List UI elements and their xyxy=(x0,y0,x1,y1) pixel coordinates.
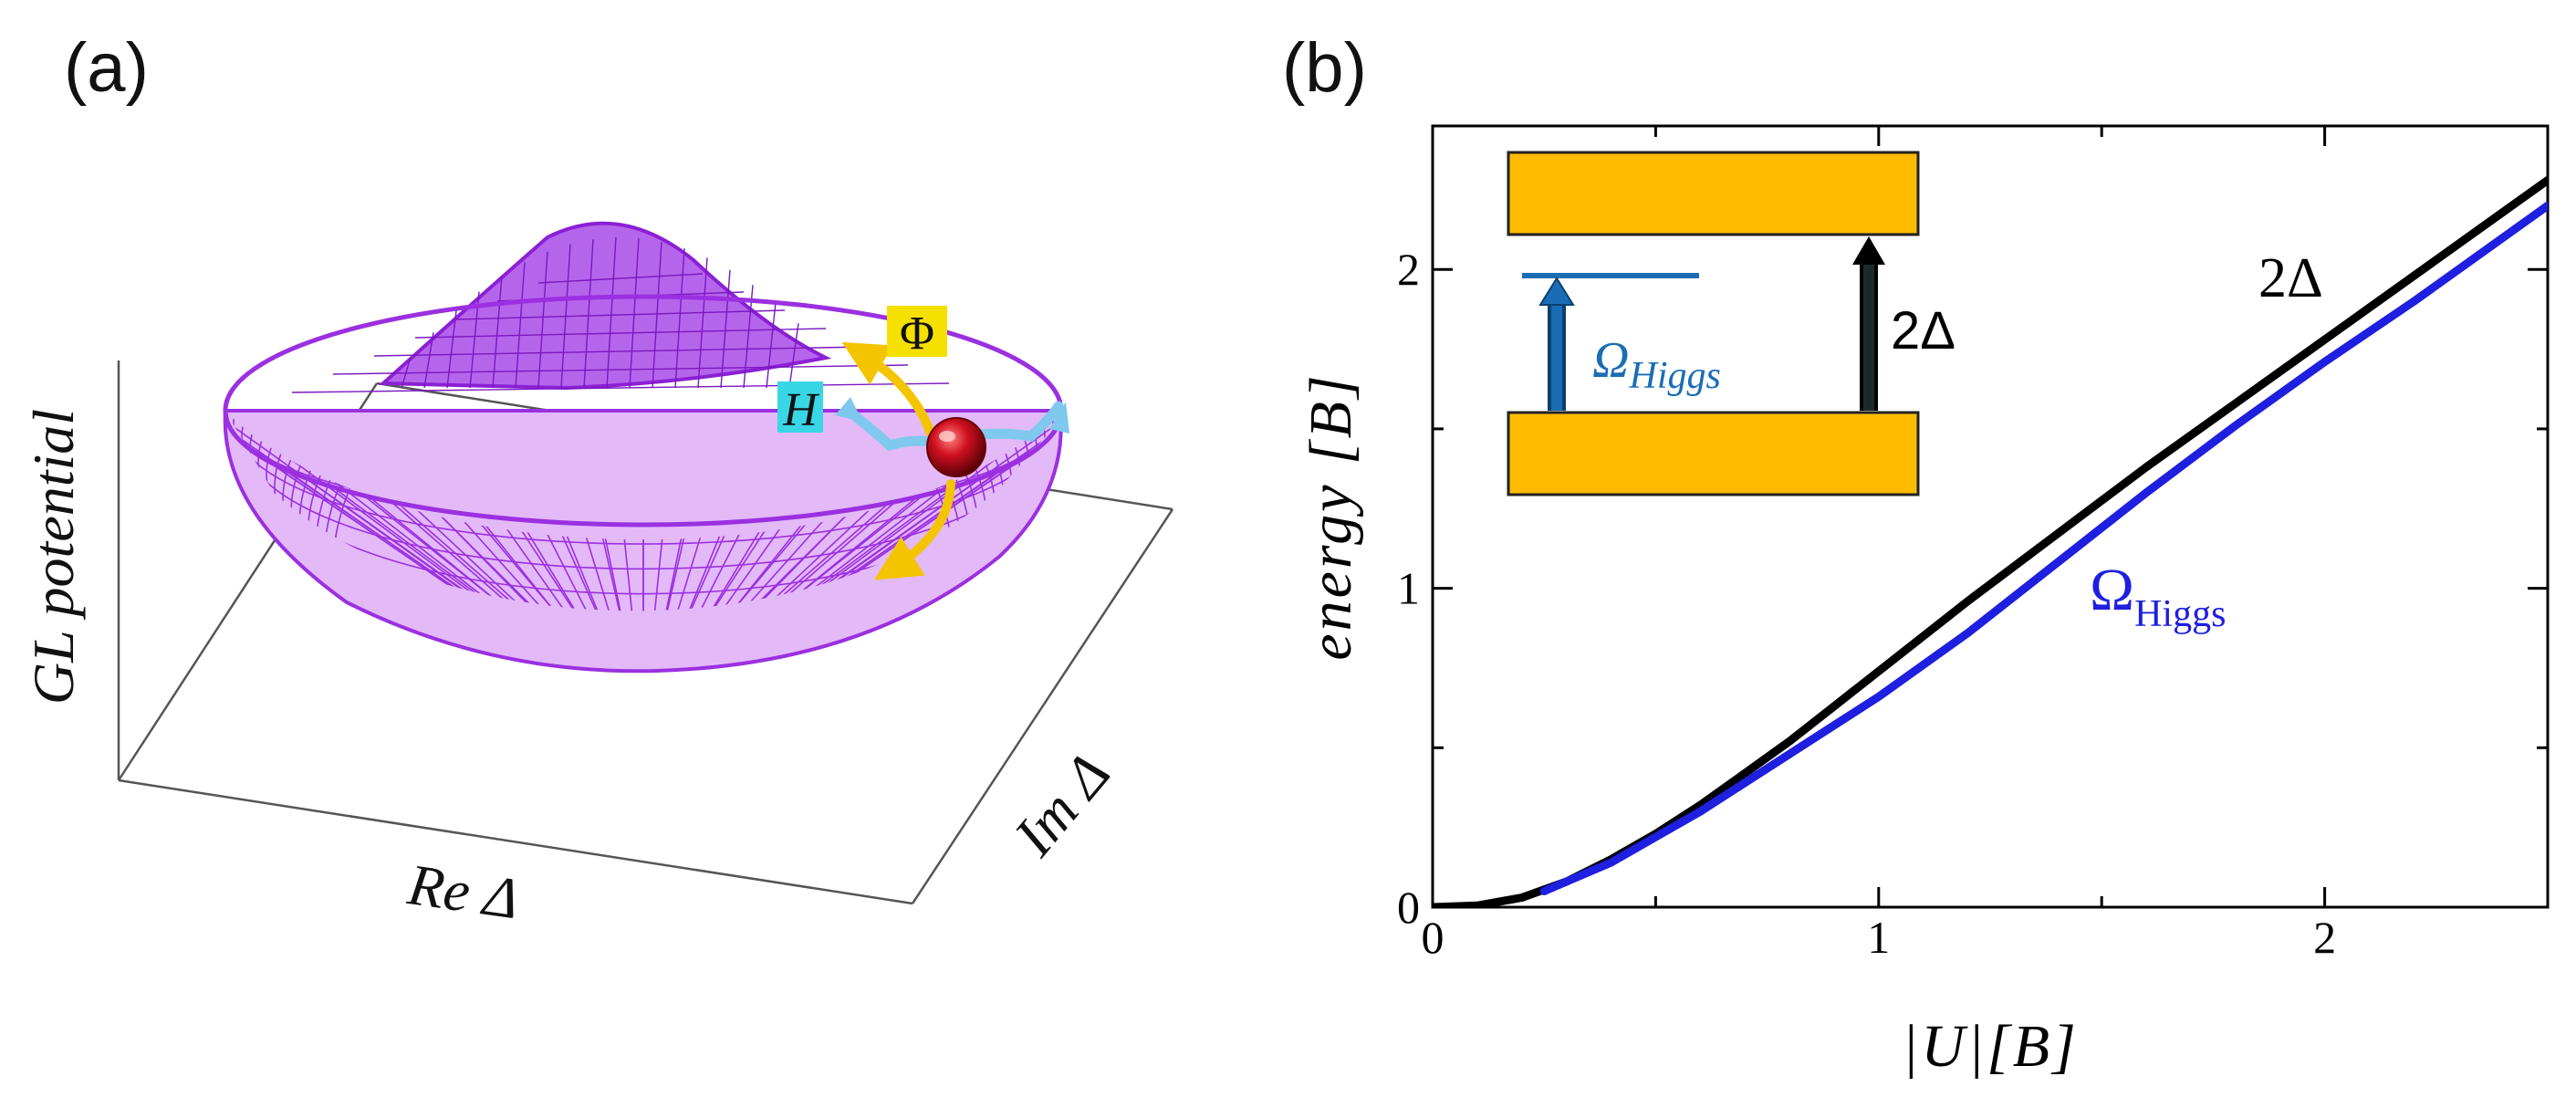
phase-mode-arrow-down xyxy=(873,479,955,580)
bowl-mesh-meridian xyxy=(599,524,633,611)
peak-mesh-line xyxy=(697,257,708,389)
x-axis-label: Re Δ xyxy=(403,851,523,931)
inset-higgs-label: ΩHiggs xyxy=(1592,332,1721,397)
bowl-mesh-meridian xyxy=(397,502,579,611)
peak-mesh-ring xyxy=(455,309,786,320)
peak-mesh-ring xyxy=(291,382,950,393)
bowl-mesh-meridian xyxy=(245,444,540,611)
peak-mesh-ring xyxy=(414,328,827,339)
peak-mesh-line xyxy=(606,237,617,389)
bowl-mesh-meridian xyxy=(737,466,1006,611)
bowl-mesh-meridian xyxy=(473,514,600,611)
peak-mesh-line xyxy=(492,275,503,389)
peak-mesh-line xyxy=(629,237,640,389)
hat-peak xyxy=(378,221,832,391)
peak-mesh-line xyxy=(652,241,662,389)
peak-mesh-ring xyxy=(537,273,704,284)
peak-mesh-line xyxy=(766,302,777,389)
bowl-mesh-meridian xyxy=(676,518,774,611)
bowl-mesh-meridian xyxy=(513,518,610,611)
peak-mesh-ring xyxy=(373,346,868,357)
gap-arrow-head xyxy=(1852,236,1885,265)
peak-mesh-line xyxy=(446,310,457,389)
x-tick-label: 1 xyxy=(1867,912,1890,963)
phase-mode-label: Φ xyxy=(900,308,934,360)
bowl-mesh-meridian xyxy=(707,502,890,611)
x-tick-label: 0 xyxy=(1422,912,1444,963)
bowl-mesh-meridian xyxy=(687,514,814,611)
y-tick-label: 1 xyxy=(1397,563,1420,614)
plot-frame xyxy=(1431,124,2550,909)
panel-a: (a) Φ H GL xyxy=(21,29,1174,931)
panel-b-label: (b) xyxy=(1282,29,1367,107)
order-parameter-ball xyxy=(926,417,986,477)
bowl-mesh-meridian xyxy=(731,476,982,611)
y-axis-title: energy [B] xyxy=(1298,372,1364,660)
phase-mode-arrow-up xyxy=(841,341,935,438)
panel-a-label: (a) xyxy=(64,29,149,107)
amplitude-label-box xyxy=(777,381,823,433)
bowl-mesh-meridian xyxy=(556,521,621,611)
series-line-gap xyxy=(1433,175,2548,907)
y-axis-label: Im Δ xyxy=(1001,741,1122,868)
phase-label-box xyxy=(887,306,947,357)
x-tick-label: 2 xyxy=(2313,912,2336,963)
mexican-hat-surface xyxy=(223,221,1064,674)
higgs-arrow-head xyxy=(1538,277,1575,306)
amplitude-mode-label: H xyxy=(782,384,819,436)
bowl-mesh-meridian xyxy=(332,486,563,611)
bowl-mesh-meridian xyxy=(653,524,688,611)
energy-gap-inset: ΩHiggs 2Δ xyxy=(1507,151,1955,496)
series-line-higgs xyxy=(1539,201,2548,895)
peak-mesh-line xyxy=(674,248,685,389)
y-tick-label: 0 xyxy=(1397,882,1420,933)
y-tick-label: 2 xyxy=(1397,244,1420,295)
upper-band xyxy=(1507,151,1920,236)
z-axis-label: GL potential xyxy=(21,409,86,705)
lower-band xyxy=(1507,411,1920,496)
peak-mesh-line xyxy=(537,251,548,389)
panel-b: (b) 0 1 2 0 1 2 2Δ ΩHiggs energy [B] |U|[B] Ω… xyxy=(1282,29,2550,1080)
series-label-gap: 2Δ xyxy=(2258,247,2323,309)
peak-mesh-line xyxy=(515,262,526,389)
peak-mesh-ring xyxy=(332,364,909,375)
inset-gap-label: 2Δ xyxy=(1891,301,1955,360)
peak-mesh-line xyxy=(583,239,594,389)
bowl-mesh-meridian xyxy=(724,486,954,611)
series-label-higgs: ΩHiggs xyxy=(2090,557,2226,635)
peak-mesh-line xyxy=(788,323,799,389)
bowl-mesh-meridian xyxy=(665,521,731,611)
x-axis-title: |U|[B] xyxy=(1902,1013,2079,1080)
peak-mesh-line xyxy=(423,332,434,389)
